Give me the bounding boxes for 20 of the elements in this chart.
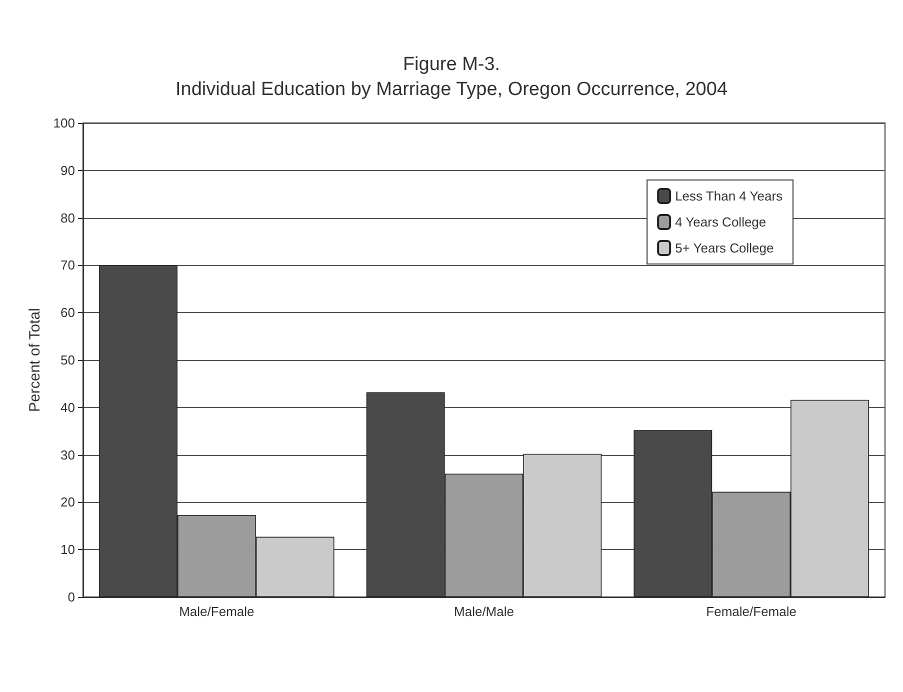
x-tick-label: Male/Male [454, 604, 514, 619]
y-tick-label: 80 [60, 210, 75, 226]
y-axis-title: Percent of Total [26, 308, 44, 412]
chart-title: Figure M-3. [402, 54, 500, 75]
y-tick-label: 60 [60, 305, 75, 320]
y-tick-label: 90 [60, 162, 75, 178]
y-tick-label: 10 [60, 542, 75, 558]
x-tick-label: Female/Female [706, 604, 796, 619]
y-tick-label: 0 [68, 590, 75, 604]
y-tick-label: 100 [53, 116, 75, 130]
legend-label: Less Than 4 Years [675, 188, 784, 204]
y-tick-label: 20 [60, 494, 75, 510]
legend-label: 4 Years College [675, 214, 766, 230]
legend-label: 5+ Years College [675, 240, 774, 256]
y-tick-label: 40 [60, 400, 75, 415]
chart-subtitle: Individual Education by Marriage Type, Oregon Occurrence, 2004 [175, 79, 728, 100]
y-tick-label: 50 [60, 352, 75, 368]
y-tick-label: 70 [60, 258, 75, 273]
x-tick-label: Male/Female [179, 604, 254, 619]
y-tick-label: 30 [60, 447, 75, 462]
